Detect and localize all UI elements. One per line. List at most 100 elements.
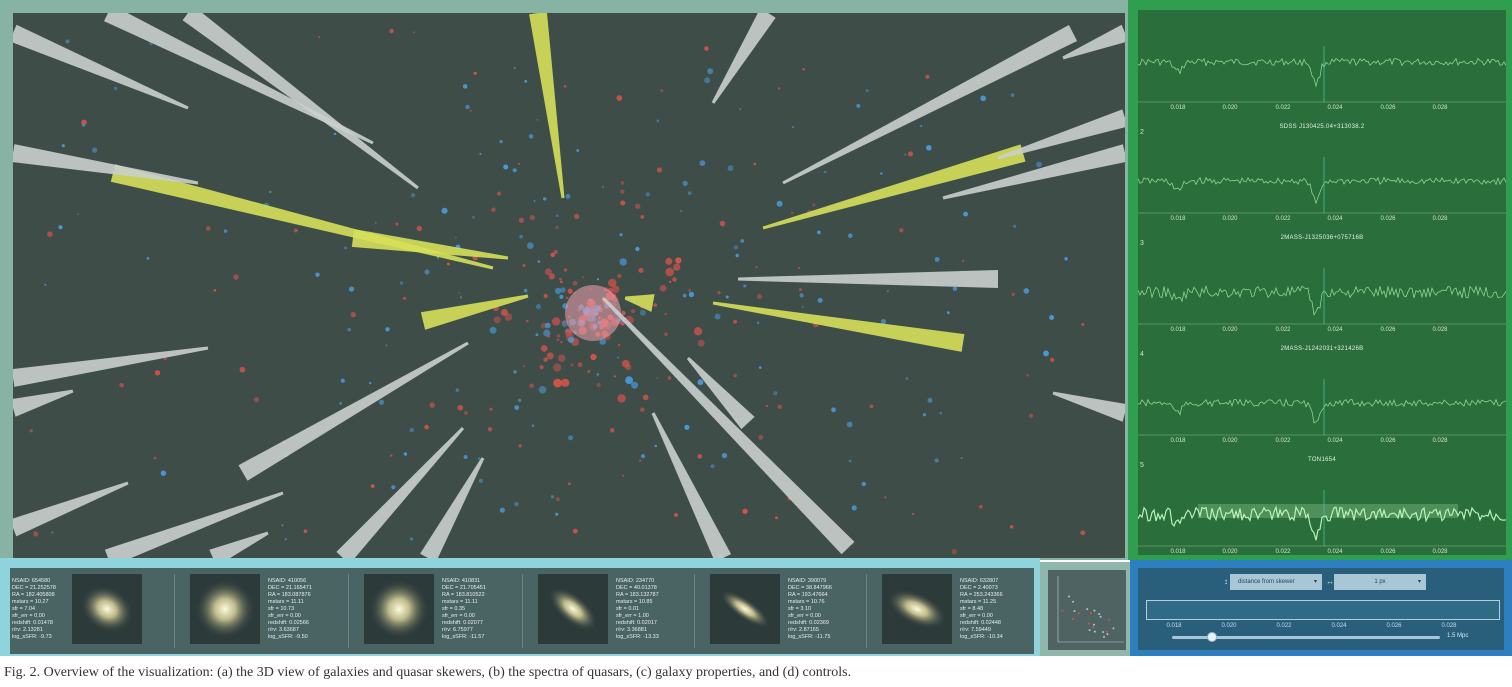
quasar-skewer[interactable] [13,389,74,417]
spectrum-row[interactable]: 2 SDSS J130425.04+313038.2 0.018 0.020 0.022… [1138,121,1506,233]
quasar-skewer[interactable] [420,457,485,558]
galaxy-point [160,470,167,476]
quasar-skewer[interactable] [782,25,1078,185]
spectrum-row[interactable]: 5 TON1654 0.018 0.020 0.022 0.024 0.026 0.028 [1138,454,1506,555]
galaxy-point [281,524,284,527]
distance-slider-handle[interactable] [1207,632,1218,642]
galaxy-point [551,317,561,326]
galaxy-thumbnail[interactable] [364,574,434,644]
galaxy-card[interactable]: NSAID: 390079 DEC = 38.847966 RA = 193.476… [700,568,862,654]
galaxy-point [543,197,547,201]
galaxy-point [939,411,943,415]
quasar-skewer[interactable] [686,357,755,430]
galaxy-thumbnail[interactable] [710,574,780,644]
quasar-skewer[interactable] [13,481,129,537]
quasar-skewer[interactable] [711,13,776,104]
spectrum-tick-label: 0.022 [1275,105,1291,111]
universe-3d-scene[interactable] [13,13,1125,558]
galaxy-point [519,234,523,239]
quasar-skewer[interactable] [712,301,965,352]
quasar-skewer[interactable] [1062,24,1125,60]
galaxy-point [1049,315,1055,320]
galaxy-property-line: log_sSFR: -9.73 [12,634,52,640]
galaxy-thumbnail[interactable] [538,574,608,644]
galaxy-point [512,168,517,173]
quasar-skewer[interactable] [529,13,565,199]
galaxy-point [1010,525,1014,529]
quasar-skewer[interactable] [13,24,189,110]
quasar-skewer[interactable] [13,144,199,185]
quasar-skewer[interactable] [997,109,1126,160]
galaxy-property-line: sfr_err = 0.00 [960,613,993,619]
galaxy-point [567,336,575,343]
quasar-skewer[interactable] [601,297,855,555]
galaxy-point [543,329,551,337]
galaxy-glow [887,589,947,629]
galaxy-properties: NSAID: 390079 DEC = 38.847966 RA = 193.476… [788,578,832,641]
galaxy-card[interactable]: NSAID: 654580 DEC = 21.252578 RA = 182.405… [10,568,172,654]
unit-select[interactable]: 1 px ▾ [1334,574,1426,590]
galaxy-thumbnail[interactable] [72,574,142,644]
quasar-skewer[interactable] [738,270,998,288]
galaxy-point [565,194,571,199]
galaxy-card[interactable]: NSAID: 632807 DEC = 2.40073 RA = 253.24336… [872,568,1034,654]
quasar-skewer[interactable] [624,294,655,312]
galaxy-point [846,421,853,428]
galaxy-point [390,454,393,457]
galaxy-card[interactable]: NSAID: 234770 DEC = 40.01378 RA = 183.1327… [528,568,690,654]
distance-histogram-bar[interactable] [1146,600,1500,620]
quasar-skewer[interactable] [420,294,529,330]
quasar-skewer[interactable] [104,491,284,558]
spectrum-row[interactable]: 3 2MASS-J1325036+075716B 0.018 0.020 0.022 0.… [1138,232,1506,344]
galaxy-point [799,293,804,298]
quasar-skewer[interactable] [238,341,469,481]
galaxy-point [524,80,528,83]
spectrum-row[interactable]: 4 2MASS-J1242031+321426B 0.018 0.020 0.022 0.… [1138,343,1506,455]
galaxy-point [539,365,544,370]
galaxy-point [925,74,930,79]
galaxy-point [465,104,470,110]
galaxy-thumbnail[interactable] [190,574,260,644]
galaxy-point [582,276,584,278]
universe-3d-canvas[interactable] [13,13,1125,558]
galaxy-point [869,404,874,409]
quasar-skewer[interactable] [351,229,509,260]
galaxy-point [912,513,915,516]
spectrum-tick-label: 0.018 [1170,327,1186,333]
galaxy-point [665,257,673,265]
quasar-skewer[interactable] [13,346,209,387]
mini-scatter-point [1086,608,1089,611]
spectrum-row[interactable]: 0.018 0.020 0.022 0.024 0.026 0.028 [1138,10,1506,122]
quasar-skewer[interactable] [104,13,374,145]
galaxy-property-line: NSAID: 234770 [616,578,655,584]
galaxy-point [802,68,805,71]
galaxy-point [617,356,619,359]
galaxy-property-line: redshift: 0.02077 [442,620,483,626]
distance-slider-track[interactable] [1172,636,1440,639]
galaxy-point [596,278,600,281]
galaxy-point [385,344,388,347]
mini-scatter-point [1093,623,1095,626]
metric-select[interactable]: distance from skewer ▾ [1230,574,1322,590]
galaxy-point [572,528,578,534]
galaxy-point [758,366,762,369]
quasar-skewer[interactable] [762,144,1026,230]
galaxy-point [1081,323,1085,326]
galaxy-card[interactable]: NSAID: 410056 DEC = 21.165471 RA = 183.087… [180,568,342,654]
quasar-skewer[interactable] [209,531,269,558]
quasar-skewer[interactable] [651,412,732,558]
quasar-skewer[interactable] [182,13,419,190]
quasar-skewer[interactable] [942,144,1125,200]
horizontal-resize-icon: ↔ [1326,577,1334,586]
galaxy-strip[interactable]: NSAID: 654580 DEC = 21.252578 RA = 182.405… [10,568,1034,654]
galaxy-card[interactable]: NSAID: 410831 DEC = 21.705451 RA = 183.810… [354,568,516,654]
galaxy-point [635,246,640,252]
quasar-skewer[interactable] [336,427,465,558]
galaxy-thumbnail[interactable] [882,574,952,644]
mini-scatter-plot[interactable] [1048,570,1126,650]
axis-tick-label: 0.024 [1331,623,1347,629]
quasar-skewer[interactable] [1052,391,1125,422]
spectrum-plot [1138,490,1506,547]
galaxy-point [817,297,823,303]
spectra-panel[interactable]: 0.018 0.020 0.022 0.024 0.026 0.028 2 SDSS J130… [1138,10,1506,555]
